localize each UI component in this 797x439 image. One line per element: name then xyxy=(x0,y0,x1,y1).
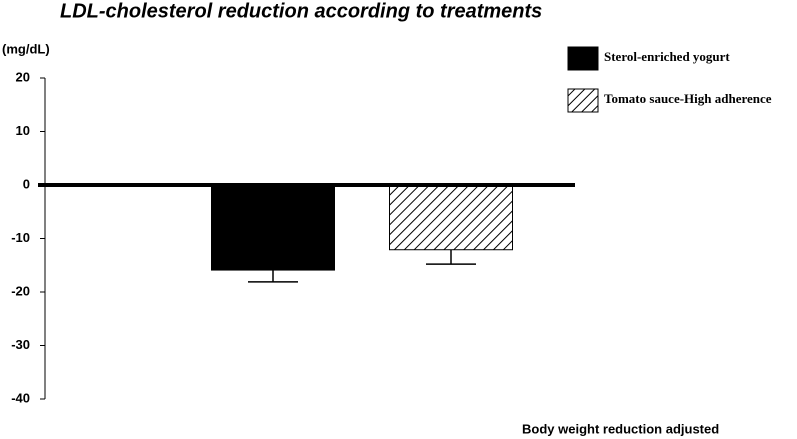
y-tick-label: -40 xyxy=(11,390,30,405)
y-axis-label: (mg/dL) xyxy=(2,41,50,56)
error-bar xyxy=(426,249,476,265)
y-tick-label: 10 xyxy=(16,123,30,138)
bar xyxy=(389,184,513,251)
bar xyxy=(211,184,335,271)
y-tick-label: 20 xyxy=(16,69,30,84)
legend-swatch xyxy=(567,46,599,71)
legend-label: Tomato sauce-High adherence xyxy=(604,91,772,106)
y-tick-label: 0 xyxy=(23,176,30,191)
error-bar xyxy=(248,270,298,283)
y-tick-label: -30 xyxy=(11,337,30,352)
x-axis-label: Body weight reduction adjusted xyxy=(522,421,719,436)
chart-title: LDL-cholesterol reduction according to t… xyxy=(60,0,542,22)
y-tick-label: -20 xyxy=(11,283,30,298)
legend-label: Sterol-enriched yogurt xyxy=(604,49,730,64)
legend-swatch xyxy=(567,88,599,113)
y-tick-label: -10 xyxy=(11,230,30,245)
